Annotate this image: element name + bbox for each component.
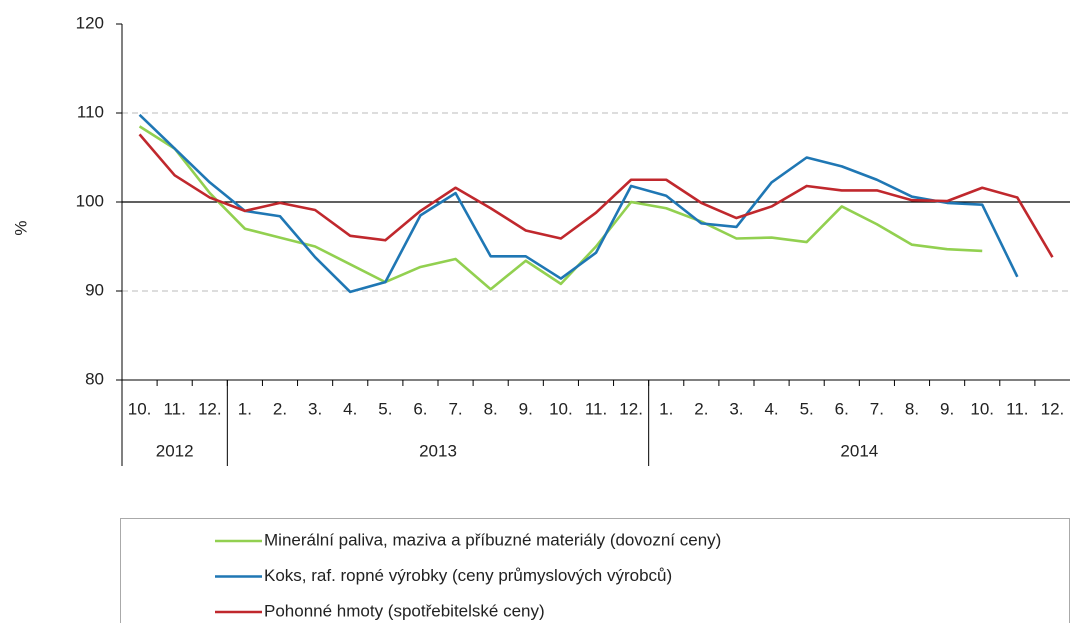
legend-label: Koks, raf. ropné výrobky (ceny průmyslov… <box>264 566 672 585</box>
x-tick-label: 5. <box>378 399 392 418</box>
y-tick-label: 90 <box>85 280 104 299</box>
legend-label: Pohonné hmoty (spotřebitelské ceny) <box>264 601 545 620</box>
series-line <box>138 113 1019 294</box>
y-axis-label: % <box>11 220 30 235</box>
x-tick-label: 10. <box>549 399 573 418</box>
x-tick-label: 2. <box>273 399 287 418</box>
x-tick-label: 9. <box>940 399 954 418</box>
x-tick-label: 9. <box>519 399 533 418</box>
x-tick-label: 7. <box>448 399 462 418</box>
x-tick-label: 4. <box>764 399 778 418</box>
x-tick-label: 6. <box>835 399 849 418</box>
x-tick-label: 5. <box>800 399 814 418</box>
x-tick-label: 2. <box>694 399 708 418</box>
x-tick-label: 12. <box>198 399 222 418</box>
x-tick-label: 6. <box>413 399 427 418</box>
x-tick-label: 12. <box>619 399 643 418</box>
group-label: 2014 <box>840 441 878 460</box>
x-tick-label: 7. <box>870 399 884 418</box>
x-tick-label: 12. <box>1041 399 1065 418</box>
group-label: 2013 <box>419 441 457 460</box>
x-tick-label: 10. <box>128 399 152 418</box>
x-tick-label: 11. <box>1006 399 1028 418</box>
group-label: 2012 <box>156 441 194 460</box>
x-tick-label: 10. <box>970 399 994 418</box>
legend-label: Minerální paliva, maziva a příbuzné mate… <box>264 530 721 549</box>
x-tick-label: 4. <box>343 399 357 418</box>
series-line <box>138 125 983 291</box>
y-tick-label: 120 <box>76 13 104 32</box>
y-tick-label: 100 <box>76 191 104 210</box>
series-line <box>138 133 1054 258</box>
x-tick-label: 11. <box>585 399 607 418</box>
y-tick-label: 80 <box>85 369 104 388</box>
x-tick-label: 8. <box>484 399 498 418</box>
x-tick-label: 1. <box>238 399 252 418</box>
x-tick-label: 1. <box>659 399 673 418</box>
legend-box <box>120 518 1070 623</box>
x-tick-label: 11. <box>163 399 185 418</box>
x-tick-label: 3. <box>308 399 322 418</box>
x-tick-label: 8. <box>905 399 919 418</box>
y-tick-label: 110 <box>77 102 104 121</box>
x-tick-label: 3. <box>729 399 743 418</box>
